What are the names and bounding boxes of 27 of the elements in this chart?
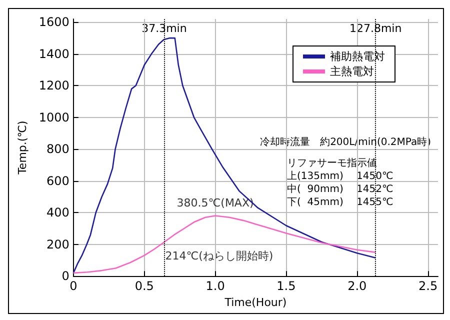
y-tick-label: 1600 [38,15,70,30]
y-tick-label: 200 [46,237,70,252]
ref-line-label: 127.8min [349,22,402,35]
legend-label: 主熱電対 [330,65,374,78]
y-tick-label: 0 [62,269,70,284]
y-tick-label: 600 [46,174,70,188]
x-tick-label: 0.5 [134,279,154,294]
x-axis-title: Time(Hour) [224,296,287,309]
y-axis-title: Temp.(℃) [16,120,29,176]
annotation: 下( 45mm) 1455℃ [287,197,394,208]
x-tick-label: 1.5 [276,279,296,294]
x-tick-label: 2.5 [418,279,438,294]
x-tick-label: 1.0 [206,279,225,294]
annotation: 上(135mm) 1450℃ [287,170,394,182]
line-series [72,215,376,274]
y-tick-label: 1000 [38,110,70,124]
y-tick-label: 800 [46,142,70,156]
y-tick-label: 1200 [38,78,70,93]
annotation: 380.5℃(MAX) [176,196,254,210]
annotation: 214℃(ねらし開始時) [165,250,274,263]
y-tick-label: 400 [46,206,70,220]
legend-label: 補助熱電対 [330,50,385,63]
ref-line-label: 37.3min [142,22,187,35]
annotation: リファサーモ指示値 [287,157,377,169]
x-tick-label: 2.0 [348,279,367,294]
annotation: 中( 90mm) 1452℃ [287,183,394,195]
y-tick-label: 1400 [38,46,70,61]
